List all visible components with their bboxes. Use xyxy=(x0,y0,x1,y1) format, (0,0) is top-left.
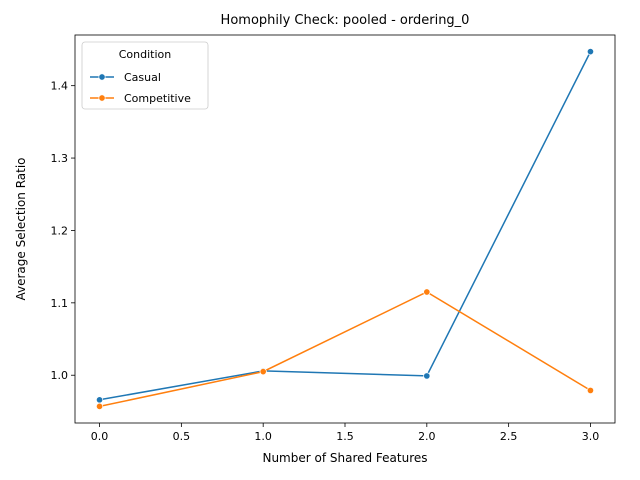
data-point-competitive xyxy=(259,368,267,376)
legend-label-competitive: Competitive xyxy=(124,92,191,105)
y-tick-label: 1.2 xyxy=(51,224,69,237)
data-point-competitive xyxy=(95,402,104,410)
x-tick-label: 3.0 xyxy=(582,430,600,443)
y-tick-label: 1.0 xyxy=(51,369,69,382)
data-point-casual xyxy=(423,372,431,380)
data-point-competitive xyxy=(586,386,595,394)
y-tick-label: 1.1 xyxy=(51,297,69,310)
y-axis-label: Average Selection Ratio xyxy=(14,157,28,300)
data-point-competitive xyxy=(423,288,431,296)
legend: Condition Casual Competitive xyxy=(81,41,209,110)
series-line-casual xyxy=(99,51,592,401)
x-tick-label: 0.5 xyxy=(173,430,191,443)
series-layer xyxy=(95,48,595,410)
x-tick-label: 0.0 xyxy=(91,430,109,443)
data-point-casual xyxy=(586,48,595,56)
x-axis-label: Number of Shared Features xyxy=(262,451,427,465)
legend-label-casual: Casual xyxy=(124,71,161,84)
legend-box xyxy=(81,41,209,110)
x-tick-label: 2.5 xyxy=(500,430,518,443)
legend-title: Condition xyxy=(119,48,172,61)
data-point-casual xyxy=(95,396,104,404)
y-tick-label: 1.4 xyxy=(51,80,69,93)
x-tick-label: 1.5 xyxy=(336,430,354,443)
axes: 0.0 0.5 1.0 1.5 2.0 2.5 3.0 1.0 1.1 1.2 1.3 1.4 xyxy=(51,34,616,443)
legend-marker-competitive xyxy=(98,94,106,102)
series-line-competitive xyxy=(99,291,591,408)
x-tick-label: 1.0 xyxy=(254,430,272,443)
chart-title: Homophily Check: pooled - ordering_0 xyxy=(221,13,470,28)
x-tick-label: 2.0 xyxy=(418,430,436,443)
y-tick-label: 1.3 xyxy=(51,152,69,165)
legend-marker-casual xyxy=(98,73,106,81)
